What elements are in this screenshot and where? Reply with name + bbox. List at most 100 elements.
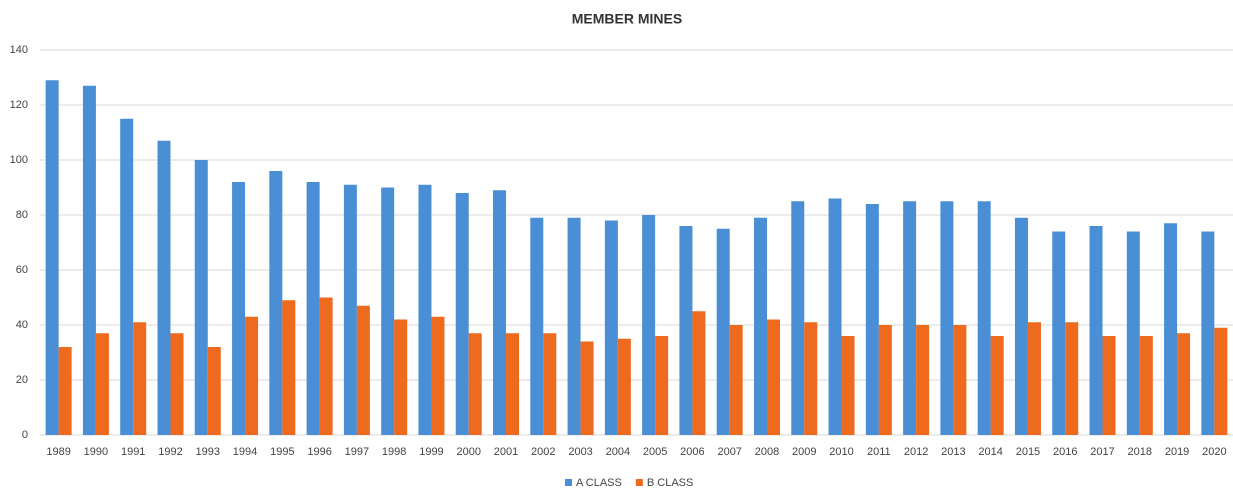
legend-swatch: [565, 479, 572, 486]
bar: [729, 325, 743, 435]
bar: [45, 80, 59, 435]
y-tick-label: 40: [16, 319, 28, 331]
x-tick-label: 1993: [196, 446, 220, 458]
x-tick-label: 2015: [1016, 446, 1040, 458]
bar: [506, 333, 520, 435]
x-tick-label: 1998: [382, 446, 406, 458]
bar: [1052, 231, 1066, 435]
bar: [580, 341, 594, 435]
legend-label: A CLASS: [576, 477, 622, 488]
bar: [133, 322, 147, 435]
bar: [455, 193, 469, 435]
bar: [306, 182, 320, 435]
bar: [468, 333, 482, 435]
x-tick-label: 2012: [904, 446, 928, 458]
x-tick-label: 2014: [978, 446, 1002, 458]
x-tick-label: 1995: [270, 446, 294, 458]
bar: [543, 333, 557, 435]
bar: [1065, 322, 1079, 435]
y-tick-label: 60: [16, 264, 28, 276]
x-tick-label: 2016: [1053, 446, 1077, 458]
x-tick-label: 1991: [121, 446, 145, 458]
bar: [1177, 333, 1191, 435]
bar: [95, 333, 109, 435]
x-tick-label: 1990: [84, 446, 108, 458]
bar: [828, 198, 842, 435]
bar: [269, 171, 283, 435]
bar: [1201, 231, 1215, 435]
x-tick-label: 2013: [941, 446, 965, 458]
legend-label: B CLASS: [647, 477, 693, 488]
bar: [157, 140, 171, 435]
bar: [394, 319, 408, 435]
bar: [903, 201, 917, 435]
bar: [990, 336, 1004, 435]
bar: [1014, 217, 1028, 435]
bar: [319, 297, 333, 435]
bar: [753, 217, 767, 435]
bar: [766, 319, 780, 435]
x-tick-label: 2019: [1165, 446, 1189, 458]
bar: [692, 311, 706, 435]
bar: [282, 300, 296, 435]
bar: [1139, 336, 1153, 435]
bar: [642, 215, 656, 435]
y-tick-label: 100: [10, 154, 28, 166]
bar: [58, 347, 72, 435]
bar: [865, 204, 879, 435]
bar: [530, 217, 544, 435]
bar: [194, 160, 208, 435]
x-tick-label: 2017: [1090, 446, 1114, 458]
bar: [1102, 336, 1116, 435]
y-tick-label: 80: [16, 209, 28, 221]
bar: [1089, 226, 1103, 435]
chart-title: MEMBER MINES: [572, 11, 682, 27]
bar: [1164, 223, 1178, 435]
x-tick-label: 2005: [643, 446, 667, 458]
bar: [207, 347, 221, 435]
bar: [343, 184, 357, 435]
x-tick-label: 2003: [568, 446, 592, 458]
bar: [418, 184, 432, 435]
bar: [245, 316, 259, 435]
x-tick-label: 2018: [1128, 446, 1152, 458]
bar: [356, 305, 370, 435]
bar: [655, 336, 669, 435]
bar: [1027, 322, 1041, 435]
bar: [679, 226, 693, 435]
bar: [381, 187, 395, 435]
x-tick-label: 2010: [829, 446, 853, 458]
y-tick-label: 140: [10, 44, 28, 56]
bar: [791, 201, 805, 435]
x-tick-label: 1994: [233, 446, 257, 458]
x-tick-label: 2008: [755, 446, 779, 458]
bar: [804, 322, 818, 435]
bar: [878, 325, 892, 435]
bar: [940, 201, 954, 435]
bar: [431, 316, 445, 435]
x-tick-label: 1992: [158, 446, 182, 458]
x-tick-label: 2007: [717, 446, 741, 458]
y-tick-label: 0: [22, 429, 28, 441]
bar: [1126, 231, 1140, 435]
legend-swatch: [635, 479, 643, 486]
x-tick-label: 1999: [419, 446, 443, 458]
x-tick-label: 2004: [606, 446, 630, 458]
y-tick-label: 20: [16, 374, 28, 386]
bar: [493, 190, 507, 435]
bar: [170, 333, 184, 435]
x-tick-label: 2009: [792, 446, 816, 458]
bar: [120, 118, 134, 435]
bar: [82, 85, 96, 435]
bar: [232, 182, 246, 435]
x-tick-label: 2020: [1202, 446, 1226, 458]
bar: [604, 220, 618, 435]
x-tick-label: 1996: [307, 446, 331, 458]
x-tick-label: 1989: [46, 446, 70, 458]
bar: [841, 336, 855, 435]
bar: [916, 325, 930, 435]
x-tick-label: 2002: [531, 446, 555, 458]
x-tick-label: 1997: [345, 446, 369, 458]
x-tick-label: 2011: [867, 446, 891, 458]
bar: [617, 338, 631, 435]
